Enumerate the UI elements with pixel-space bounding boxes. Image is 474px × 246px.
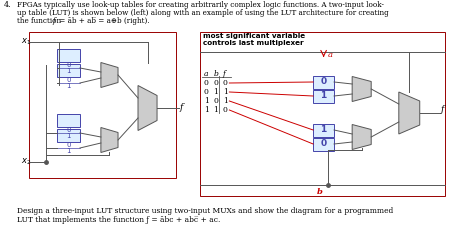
Text: b: b <box>317 188 323 196</box>
Text: 1: 1 <box>223 88 228 96</box>
Polygon shape <box>101 62 118 88</box>
Text: Design a three-input LUT structure using two-input MUXs and show the diagram for: Design a three-input LUT structure using… <box>17 207 393 215</box>
Polygon shape <box>138 86 157 130</box>
Bar <box>313 76 334 89</box>
Text: controls last multiplexer: controls last multiplexer <box>203 40 303 46</box>
Text: $x_1$: $x_1$ <box>21 37 31 47</box>
Text: f: f <box>52 17 55 25</box>
Text: f: f <box>223 70 226 78</box>
Bar <box>57 113 80 126</box>
Text: 0: 0 <box>213 79 218 87</box>
Bar <box>200 32 446 196</box>
Text: 0: 0 <box>66 77 71 83</box>
Text: 0: 0 <box>320 139 327 149</box>
Text: 0: 0 <box>213 97 218 105</box>
Text: 0: 0 <box>204 79 209 87</box>
Bar <box>28 32 176 178</box>
Polygon shape <box>399 92 420 134</box>
Text: a: a <box>204 70 208 78</box>
Bar <box>313 90 334 103</box>
Text: 0: 0 <box>223 79 228 87</box>
Bar <box>57 63 80 77</box>
Text: up table (LUT) is shown below (left) along with an example of using the LUT arch: up table (LUT) is shown below (left) alo… <box>17 9 389 17</box>
Text: $x_2$: $x_2$ <box>21 157 31 167</box>
Text: 4.: 4. <box>4 1 11 9</box>
Text: 1: 1 <box>66 148 71 154</box>
Bar <box>57 48 80 62</box>
Text: 1: 1 <box>66 133 71 139</box>
Text: 0: 0 <box>204 88 209 96</box>
Bar <box>313 123 334 137</box>
Text: 1: 1 <box>204 97 209 105</box>
Text: LUT that implements the function ƒ = ābc + abc̅ + ac.: LUT that implements the function ƒ = ābc… <box>17 216 220 224</box>
Text: the function: the function <box>17 17 64 25</box>
Text: = āb + ab̅ = a⊕b (right).: = āb + ab̅ = a⊕b (right). <box>57 17 150 25</box>
Polygon shape <box>101 127 118 153</box>
Text: 0: 0 <box>66 142 71 148</box>
Text: 1: 1 <box>66 68 71 74</box>
Text: 1: 1 <box>66 83 71 89</box>
Text: 1: 1 <box>320 125 327 135</box>
Polygon shape <box>352 77 371 102</box>
Text: 1: 1 <box>213 88 218 96</box>
Text: 0: 0 <box>66 127 71 133</box>
Text: 1: 1 <box>223 97 228 105</box>
Text: 1: 1 <box>213 106 218 114</box>
Text: most significant variable: most significant variable <box>203 33 305 39</box>
Text: f: f <box>180 104 183 112</box>
Text: 1: 1 <box>320 92 327 101</box>
Text: f: f <box>441 105 444 113</box>
Text: 0: 0 <box>66 62 71 68</box>
Text: FPGAs typically use look-up tables for creating arbitrarily complex logic functi: FPGAs typically use look-up tables for c… <box>17 1 384 9</box>
Text: 0: 0 <box>223 106 228 114</box>
Text: a: a <box>328 51 332 59</box>
Text: 1: 1 <box>204 106 209 114</box>
Polygon shape <box>352 124 371 150</box>
Bar <box>313 138 334 151</box>
Text: b: b <box>213 70 218 78</box>
Text: 0: 0 <box>320 77 327 87</box>
Bar <box>57 128 80 141</box>
